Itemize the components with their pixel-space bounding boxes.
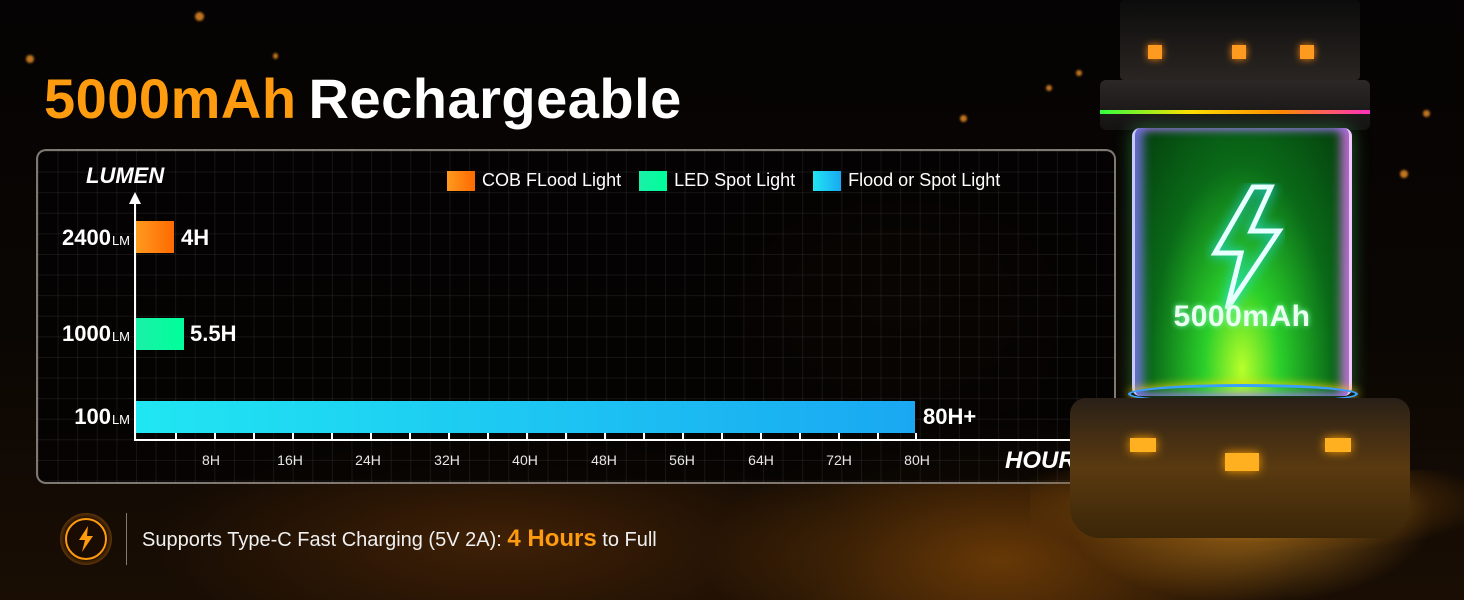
battery-base [1070, 398, 1410, 538]
bar-value-label: 80H+ [923, 404, 977, 429]
bar-cob-flood-light [136, 221, 174, 253]
battery-glass-cell: 5000mAh [1132, 128, 1352, 396]
x-tick [487, 433, 489, 439]
x-tick-label: 64H [748, 452, 774, 468]
legend-item-led: LED Spot Light [639, 170, 795, 191]
legend-swatch-blue [813, 170, 842, 191]
divider [126, 513, 127, 565]
battery-illustration: 5000mAh [1030, 0, 1464, 600]
x-tick [448, 433, 450, 439]
x-tick [526, 433, 528, 439]
legend-label: COB FLood Light [482, 170, 622, 190]
x-tick [604, 433, 606, 439]
spark [1400, 170, 1408, 178]
page-title: 5000mAh Rechargeable [44, 66, 682, 131]
chart-panel [36, 149, 1116, 484]
x-tick [370, 433, 372, 439]
x-tick [175, 433, 177, 439]
battery-top-machinery [1120, 0, 1360, 80]
battery-capacity-label: 5000mAh [1173, 300, 1311, 333]
x-tick-label: 40H [512, 452, 538, 468]
x-tick-label: 48H [591, 452, 617, 468]
chart-legend: COB FLood Light LED Spot Light Flood or … [447, 170, 1018, 191]
x-axis [134, 439, 1092, 441]
bar-flood-or-spot-light [136, 401, 915, 433]
x-tick [643, 433, 645, 439]
x-tick-label: 8H [202, 452, 220, 468]
legend-swatch-green [639, 170, 668, 191]
x-tick [838, 433, 840, 439]
x-axis-title: HOUR [1005, 447, 1076, 474]
spark [1046, 85, 1052, 91]
x-tick [331, 433, 333, 439]
x-tick-label: 32H [434, 452, 460, 468]
y-axis-arrow-icon [129, 192, 141, 204]
title-rest: Rechargeable [308, 67, 682, 130]
legend-item-flood-spot: Flood or Spot Light [813, 170, 1000, 191]
y-axis-title: LUMEN [86, 163, 165, 188]
spark [1076, 70, 1082, 76]
spark [26, 55, 34, 63]
legend-item-cob: COB FLood Light [447, 170, 621, 191]
x-tick-label: 16H [277, 452, 303, 468]
y-label-1000: 1000LM [61, 321, 130, 346]
charging-text: Supports Type-C Fast Charging (5V 2A): 4… [142, 525, 657, 552]
bar-value-label: 4H [181, 225, 210, 250]
x-tick [799, 433, 801, 439]
x-tick [409, 433, 411, 439]
charge-time-highlight: 4 Hours [507, 525, 597, 552]
x-tick [214, 433, 216, 439]
charging-badge [60, 513, 112, 565]
x-tick-label: 72H [826, 452, 852, 468]
spark [273, 53, 278, 59]
legend-swatch-orange [447, 170, 475, 191]
legend-label: LED Spot Light [674, 170, 796, 190]
x-tick-label: 80H [904, 452, 930, 468]
rgb-ring [1100, 100, 1370, 114]
spark [1423, 110, 1430, 117]
x-tick-label: 56H [669, 452, 695, 468]
x-tick [915, 433, 917, 439]
spark [960, 115, 967, 122]
y-label-2400: 2400LM [61, 225, 130, 250]
x-tick [253, 433, 255, 439]
x-tick-label: 24H [355, 452, 381, 468]
y-label-100: 100LM [74, 404, 130, 429]
x-tick [721, 433, 723, 439]
charging-info: Supports Type-C Fast Charging (5V 2A): 4… [60, 513, 657, 565]
x-tick [760, 433, 762, 439]
spark [195, 12, 204, 21]
legend-label: Flood or Spot Light [848, 170, 1001, 190]
lightning-bolt-icon [1210, 184, 1284, 311]
lightning-bolt-icon [79, 526, 93, 552]
x-tick [565, 433, 567, 439]
bar-led-spot-light [136, 318, 184, 350]
x-tick [682, 433, 684, 439]
bar-value-label: 5.5H [190, 321, 237, 346]
x-tick [877, 433, 879, 439]
x-tick [292, 433, 294, 439]
title-capacity: 5000mAh [44, 67, 297, 130]
y-axis [134, 200, 136, 440]
